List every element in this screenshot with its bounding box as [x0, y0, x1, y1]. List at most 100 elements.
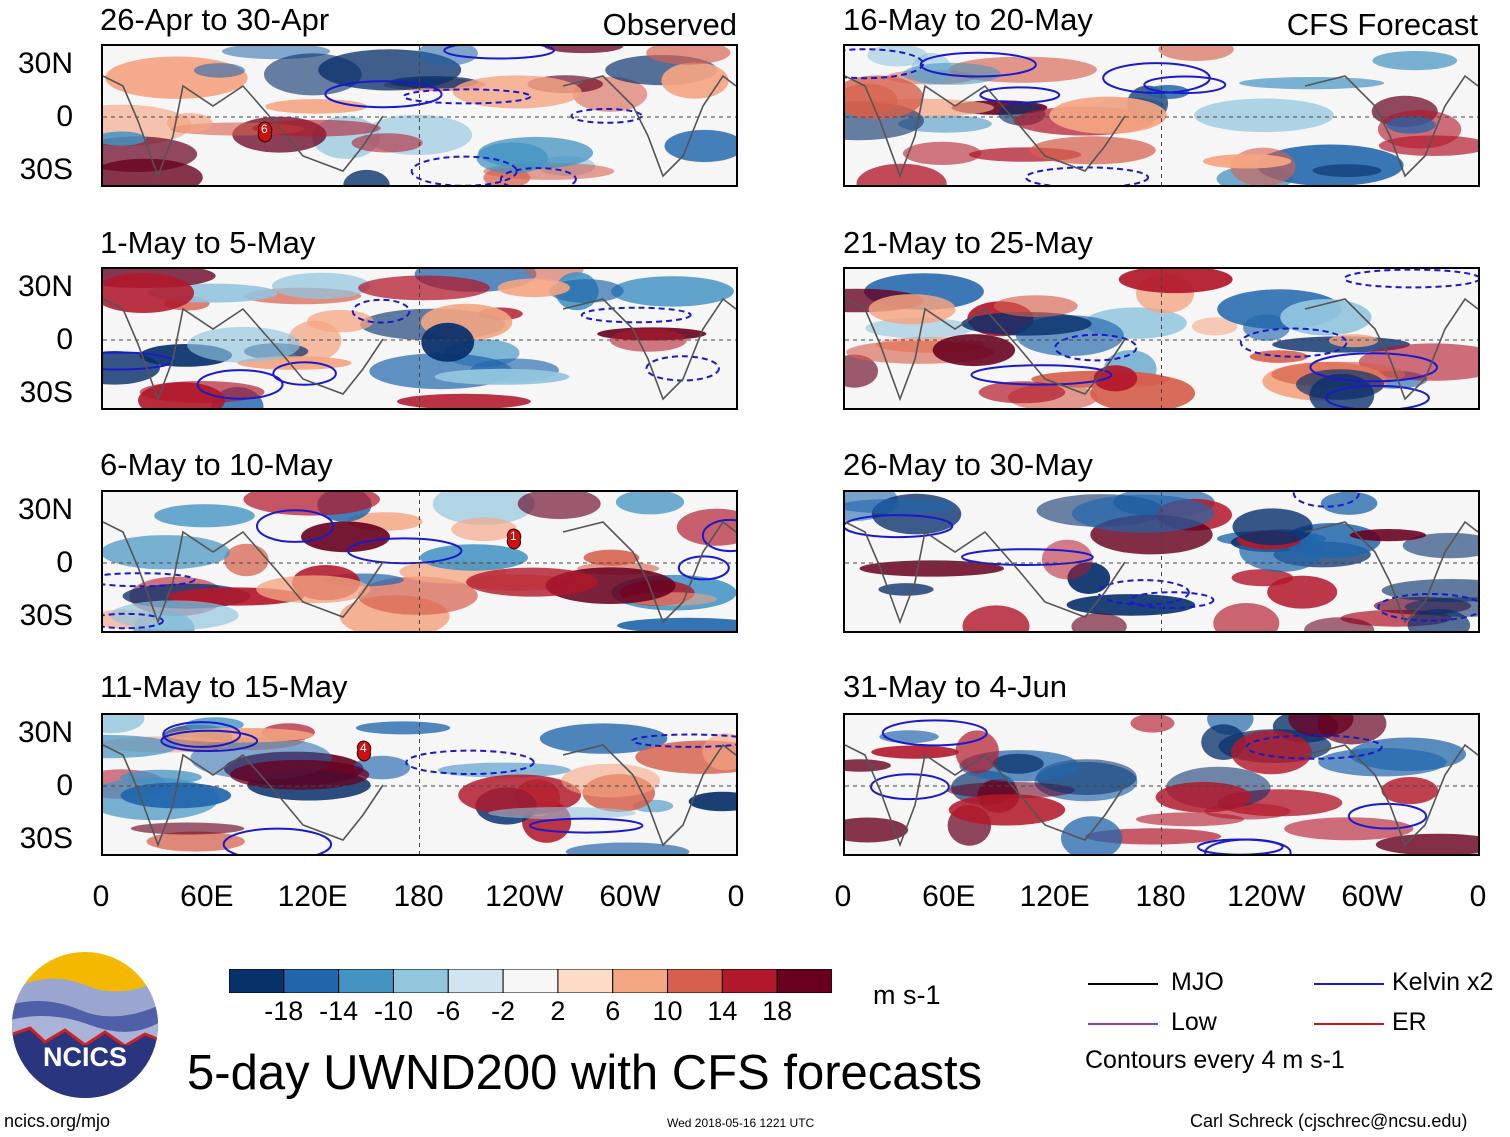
- panel-title-fcst-2: 21-May to 25-May: [843, 225, 1093, 260]
- colorbar-swatch: [338, 968, 394, 994]
- lat-label: 30S: [19, 153, 73, 186]
- anomaly-blob: [389, 76, 479, 89]
- coastline: [845, 743, 1478, 848]
- anomaly-blob: [103, 535, 230, 570]
- anomaly-blob: [1280, 299, 1372, 336]
- anomaly-blob: [879, 730, 939, 744]
- colorbar-swatch: [776, 968, 833, 994]
- anomaly-blob: [476, 142, 549, 174]
- map-obs-2: [101, 267, 738, 410]
- anomaly-blob: [664, 129, 736, 163]
- coastline: [103, 743, 736, 848]
- map-fcst-1: [843, 44, 1480, 187]
- lon-label: 60E: [922, 880, 976, 913]
- anomaly-blob: [306, 309, 374, 333]
- kelvin-contour: [346, 537, 463, 565]
- anomaly-blob: [301, 521, 390, 553]
- anomaly-blob: [565, 842, 690, 854]
- kelvin-contour: [919, 51, 1037, 78]
- anomaly-blob: [432, 492, 535, 525]
- map-obs-4: [101, 713, 738, 856]
- anomaly-blob: [1402, 532, 1478, 559]
- lon-label: 180: [393, 880, 444, 913]
- anomaly-blob: [845, 759, 891, 772]
- anomaly-blob: [103, 734, 178, 759]
- anomaly-blob: [1312, 164, 1382, 177]
- anomaly-blob: [978, 381, 1066, 404]
- footer-timestamp: Wed 2018-05-16 1221 UTC: [667, 1116, 815, 1130]
- lon-label: 60W: [599, 880, 661, 913]
- anomaly-blob: [611, 276, 734, 307]
- anomaly-blob: [1404, 597, 1478, 617]
- kelvin-contour: [196, 369, 284, 400]
- kelvin-contour: [570, 108, 643, 124]
- kelvin-contour: [845, 514, 954, 539]
- kelvin-contour: [979, 86, 1061, 104]
- anomaly-blob: [1386, 116, 1436, 134]
- panel-title-obs-4: 11-May to 15-May: [100, 669, 348, 704]
- lat-label: 30N: [17, 716, 73, 749]
- anomaly-blob: [358, 576, 478, 615]
- anomaly-blob: [421, 322, 475, 362]
- kelvin-contour: [1309, 352, 1439, 383]
- colorbar: [228, 968, 833, 994]
- anomaly-blob: [1375, 833, 1478, 854]
- anomaly-blob: [230, 759, 370, 790]
- anomaly-blob: [120, 782, 232, 809]
- storm-label-3: 4: [360, 741, 367, 755]
- footer-url[interactable]: ncics.org/mjo: [4, 1111, 111, 1131]
- anomaly-blob: [1061, 816, 1123, 854]
- kelvin-contour: [351, 298, 411, 324]
- storm-marker-3: 4: [354, 740, 374, 767]
- kelvin-contour: [677, 555, 730, 581]
- kelvin-contour: [1129, 591, 1215, 609]
- colorbar-swatch: [721, 968, 778, 994]
- lon-label: 120W: [485, 880, 564, 913]
- lon-label: 120W: [1227, 880, 1306, 913]
- anomaly-blob: [1041, 539, 1093, 580]
- lon-label: 0: [92, 880, 110, 913]
- kelvin-contour: [1143, 75, 1227, 95]
- anomaly-blob: [1232, 508, 1313, 546]
- coastline: [103, 297, 736, 402]
- kelvin-contour: [324, 80, 443, 109]
- anomaly-blob: [497, 278, 570, 298]
- anomaly-blob: [617, 617, 736, 631]
- anomaly-blob: [103, 715, 145, 734]
- anomaly-blob: [902, 62, 1001, 85]
- anomaly-blob: [1071, 613, 1127, 631]
- coastline: [845, 74, 1478, 179]
- anomaly-blob: [343, 169, 390, 185]
- anomaly-blob: [187, 326, 301, 363]
- anomaly-blob: [1381, 777, 1439, 805]
- lon-label: 60E: [180, 880, 234, 913]
- anomaly-blob: [1267, 575, 1338, 609]
- kelvin-contour: [645, 355, 720, 382]
- anomaly-blob: [615, 492, 685, 515]
- lon-label: 0: [727, 880, 745, 913]
- kelvin-contour: [701, 518, 736, 553]
- anomaly-blob: [946, 782, 1075, 799]
- anomaly-blob: [955, 730, 999, 774]
- anomaly-blob: [146, 831, 245, 852]
- colorbar-tick: 14: [707, 996, 738, 1026]
- kelvin-contour: [256, 509, 335, 543]
- colorbar-tick: 10: [652, 996, 683, 1026]
- legend-line-kelvin: [1314, 983, 1384, 985]
- anomaly-blob: [1288, 715, 1354, 738]
- kelvin-contour: [529, 817, 644, 834]
- kelvin-contour: [1102, 62, 1211, 94]
- anomaly-blob: [1071, 494, 1215, 533]
- kelvin-contour: [1024, 166, 1150, 185]
- anomaly-blob: [845, 499, 955, 514]
- panel-title-obs-1: 26-Apr to 30-Apr: [100, 2, 330, 37]
- coastline: [103, 520, 736, 625]
- anomaly-blob: [1231, 730, 1312, 775]
- kelvin-contour: [1239, 327, 1348, 358]
- kelvin-contour: [1054, 333, 1138, 362]
- storm-label-1: 6: [261, 122, 268, 136]
- lon-label: 120E: [1019, 880, 1090, 913]
- anomaly-blob: [166, 113, 213, 133]
- colorbar-tick: 2: [550, 996, 566, 1026]
- lat-label: 0: [56, 323, 73, 356]
